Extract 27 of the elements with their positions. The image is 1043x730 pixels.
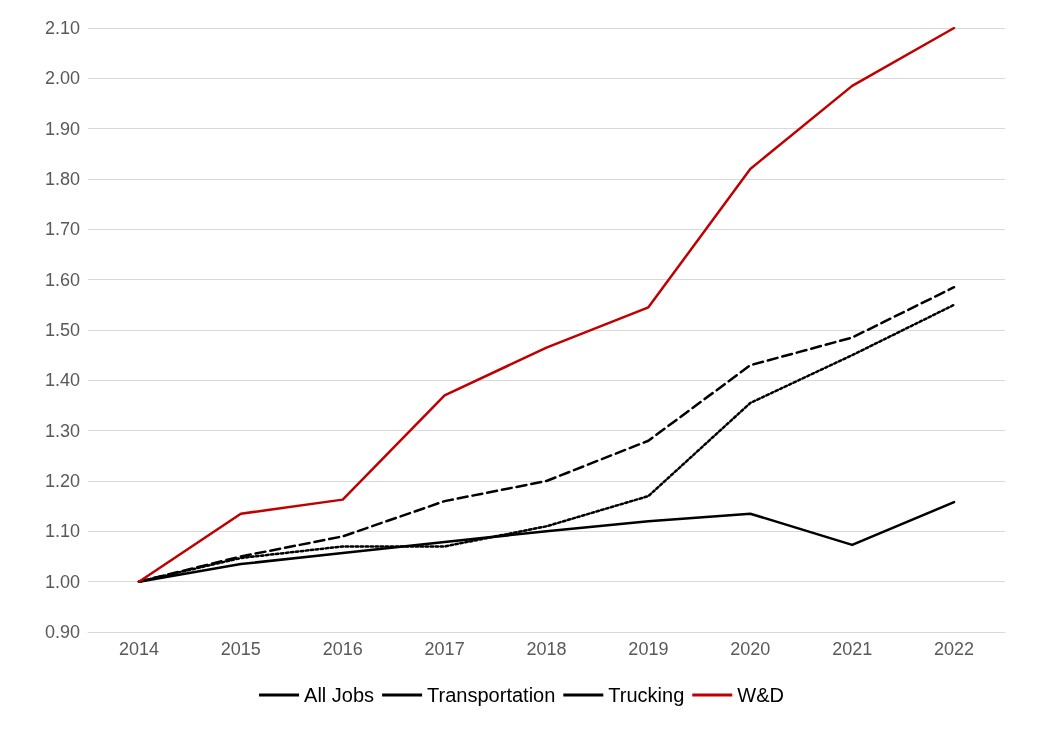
line-series bbox=[137, 26, 956, 583]
y-tick-label: 1.50 bbox=[44, 320, 80, 340]
y-tick-label: 1.90 bbox=[44, 118, 80, 139]
x-tick-label: 2021 bbox=[832, 639, 873, 659]
legend-label: All Jobs bbox=[304, 684, 375, 706]
legend-label: W&D bbox=[737, 684, 784, 706]
legend-label: Transportation bbox=[427, 684, 556, 706]
y-tick-label: 1.20 bbox=[44, 471, 80, 491]
y-tick-label: 1.00 bbox=[44, 571, 80, 592]
y-tick-label: 1.60 bbox=[44, 269, 80, 290]
y-tick-label: 2.00 bbox=[44, 68, 80, 89]
y-tick-label: 1.70 bbox=[44, 219, 80, 240]
x-tick-label: 2016 bbox=[322, 639, 363, 659]
x-tick-label: 2019 bbox=[628, 639, 669, 659]
legend-label: Trucking bbox=[608, 684, 685, 706]
y-tick-label: 1.40 bbox=[44, 370, 80, 391]
x-tick-label: 2014 bbox=[118, 639, 159, 659]
x-tick-label: 2020 bbox=[730, 639, 771, 659]
x-tick-label: 2018 bbox=[526, 639, 567, 659]
y-tick-label: 1.80 bbox=[44, 169, 80, 189]
x-tick-label: 2015 bbox=[220, 639, 261, 659]
y-tick-label: 1.10 bbox=[44, 521, 80, 542]
x-tick-label: 2017 bbox=[424, 639, 465, 659]
y-tick-label: 1.30 bbox=[44, 420, 80, 441]
y-tick-label: 2.10 bbox=[44, 18, 80, 38]
x-tick-label: 2022 bbox=[934, 639, 975, 659]
y-tick-label: 0.90 bbox=[44, 622, 80, 642]
